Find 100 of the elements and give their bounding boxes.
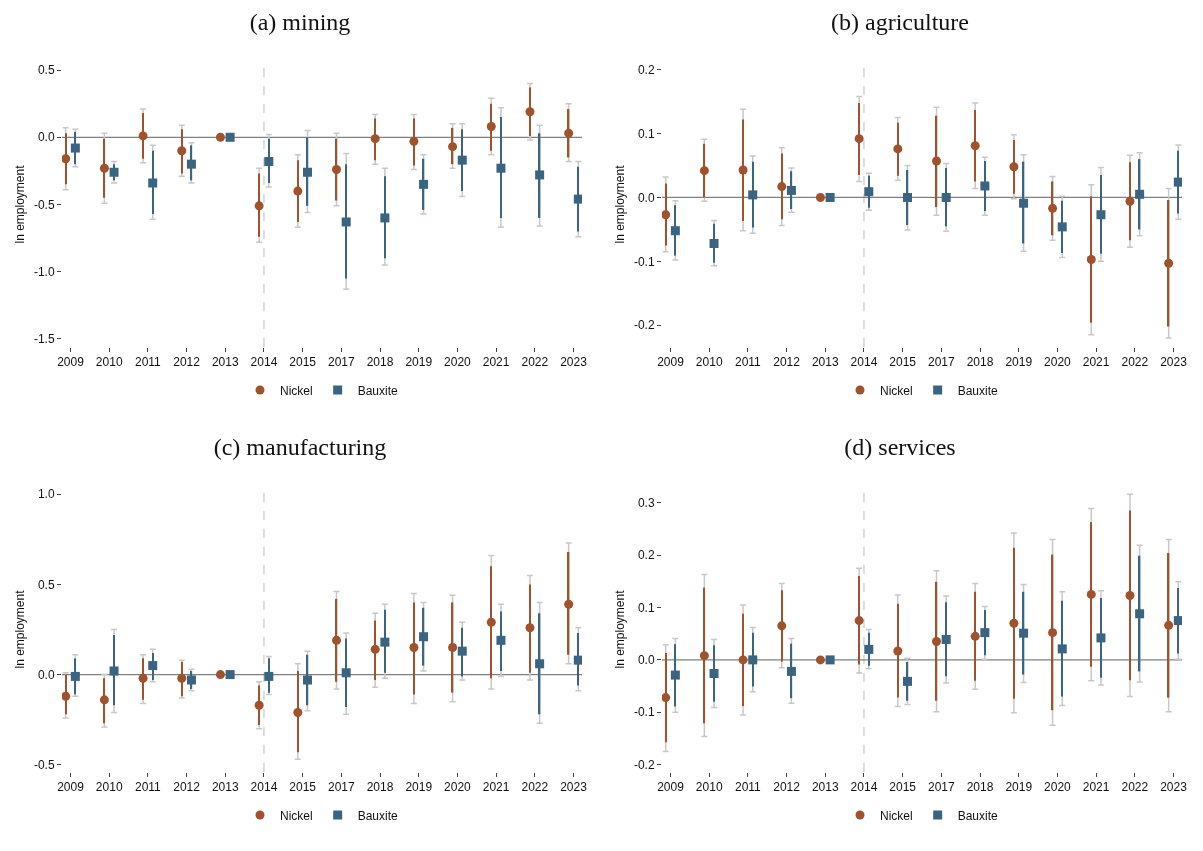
bar — [665, 653, 667, 743]
x-tick-label: 2020 — [444, 355, 472, 370]
x-tick-label: 2023 — [560, 355, 588, 370]
bar — [490, 566, 492, 679]
x-tick-label: 2011 — [134, 780, 162, 795]
x-tick-label: 2009 — [657, 355, 685, 370]
y-tick-label: -1.5 — [33, 332, 55, 347]
legend-label: Bauxite — [357, 383, 399, 398]
y-tick-label: -0.5 — [33, 757, 55, 772]
x-tick-label: 2017 — [928, 355, 956, 370]
x-tick-label: 2018 — [366, 355, 394, 370]
y-tick-label: -0.5 — [33, 197, 55, 212]
y-tick-label: 1.0 — [37, 487, 55, 502]
x-tick-label: 2018 — [966, 355, 994, 370]
x-tick-label: 2010 — [95, 780, 123, 795]
x-tick-label: 2020 — [444, 780, 472, 795]
bar — [703, 587, 706, 724]
x-tick-label: 2021 — [1082, 355, 1110, 370]
bar — [858, 576, 860, 665]
y-tick-label: -1.0 — [33, 264, 55, 279]
x-tick-label: 2009 — [57, 780, 85, 795]
y-axis-title: ln employment — [613, 589, 628, 669]
x-tick-label: 2013 — [211, 355, 239, 370]
x-tick-label: 2015 — [289, 355, 317, 370]
x-tick-label: 2011 — [134, 355, 162, 370]
chart-title: (d) services — [844, 433, 956, 460]
x-tick-label: 2014 — [250, 780, 278, 795]
x-tick-label: 2020 — [1044, 355, 1072, 370]
x-tick-label: 2023 — [1160, 780, 1188, 795]
bar — [1013, 547, 1015, 699]
y-tick-label: -0.2 — [633, 318, 655, 333]
x-tick-label: 2019 — [1005, 780, 1033, 795]
x-tick-label: 2009 — [657, 780, 685, 795]
x-tick-label: 2019 — [405, 780, 433, 795]
y-axis-title: ln employment — [613, 164, 628, 244]
y-tick-label: 0.1 — [637, 600, 655, 615]
x-tick-label: 2020 — [1044, 780, 1072, 795]
bar — [1090, 522, 1092, 667]
x-tick-label: 2013 — [211, 780, 239, 795]
y-tick-label: 0.3 — [637, 495, 655, 510]
x-tick-label: 2010 — [95, 355, 123, 370]
x-tick-label: 2023 — [1160, 355, 1188, 370]
x-tick-label: 2012 — [773, 780, 801, 795]
chart-title: (b) agriculture — [831, 8, 969, 35]
x-tick-label: 2017 — [328, 780, 356, 795]
bar — [529, 584, 531, 673]
legend-label: Bauxite — [957, 808, 999, 823]
y-axis-title: ln employment — [13, 164, 28, 244]
x-tick-label: 2022 — [1121, 780, 1149, 795]
y-tick-label: -0.1 — [633, 705, 655, 720]
legend-label: Bauxite — [357, 808, 399, 823]
legend-label: Nickel — [280, 808, 313, 823]
x-tick-label: 2021 — [482, 355, 510, 370]
chart-title: (a) mining — [249, 8, 351, 35]
bar — [500, 117, 502, 218]
y-tick-label: 0.0 — [637, 190, 655, 205]
x-tick-label: 2013 — [811, 355, 839, 370]
x-tick-label: 2015 — [889, 355, 917, 370]
x-tick-label: 2017 — [328, 355, 356, 370]
legend-label: Nickel — [280, 383, 313, 398]
x-tick-label: 2011 — [734, 780, 762, 795]
y-tick-label: -0.2 — [633, 757, 655, 772]
x-tick-label: 2009 — [57, 355, 85, 370]
x-tick-label: 2012 — [173, 780, 201, 795]
y-tick-label: 0.5 — [37, 577, 55, 592]
x-tick-label: 2014 — [850, 780, 878, 795]
x-tick-label: 2017 — [928, 780, 956, 795]
y-tick-label: 0.0 — [37, 667, 55, 682]
x-tick-label: 2012 — [773, 355, 801, 370]
x-tick-label: 2022 — [521, 355, 549, 370]
bar — [413, 602, 415, 695]
x-tick-label: 2018 — [366, 780, 394, 795]
y-tick-label: 0.0 — [637, 653, 655, 668]
legend-label: Bauxite — [957, 383, 999, 398]
y-axis-title: ln employment — [13, 589, 28, 669]
x-tick-label: 2021 — [1082, 780, 1110, 795]
chart-title: (c) manufacturing — [213, 433, 387, 460]
bar — [1129, 510, 1131, 681]
x-tick-label: 2010 — [695, 355, 723, 370]
legend-label: Nickel — [880, 383, 913, 398]
y-tick-label: 0.2 — [637, 62, 655, 77]
bar — [1090, 196, 1092, 323]
x-tick-label: 2018 — [966, 780, 994, 795]
bar — [742, 613, 744, 706]
x-tick-label: 2023 — [560, 780, 588, 795]
bar — [974, 591, 976, 681]
x-tick-label: 2022 — [521, 780, 549, 795]
bar — [742, 119, 744, 222]
bar — [1061, 600, 1063, 697]
y-tick-label: 0.0 — [37, 130, 55, 145]
y-tick-label: 0.2 — [637, 548, 655, 563]
bar — [897, 603, 899, 698]
y-tick-label: 0.5 — [37, 63, 55, 78]
x-tick-label: 2014 — [250, 355, 278, 370]
x-tick-label: 2015 — [289, 780, 317, 795]
x-tick-label: 2011 — [734, 355, 762, 370]
y-tick-label: -0.1 — [633, 254, 655, 269]
x-tick-label: 2013 — [811, 780, 839, 795]
x-tick-label: 2021 — [482, 780, 510, 795]
x-tick-label: 2022 — [1121, 355, 1149, 370]
